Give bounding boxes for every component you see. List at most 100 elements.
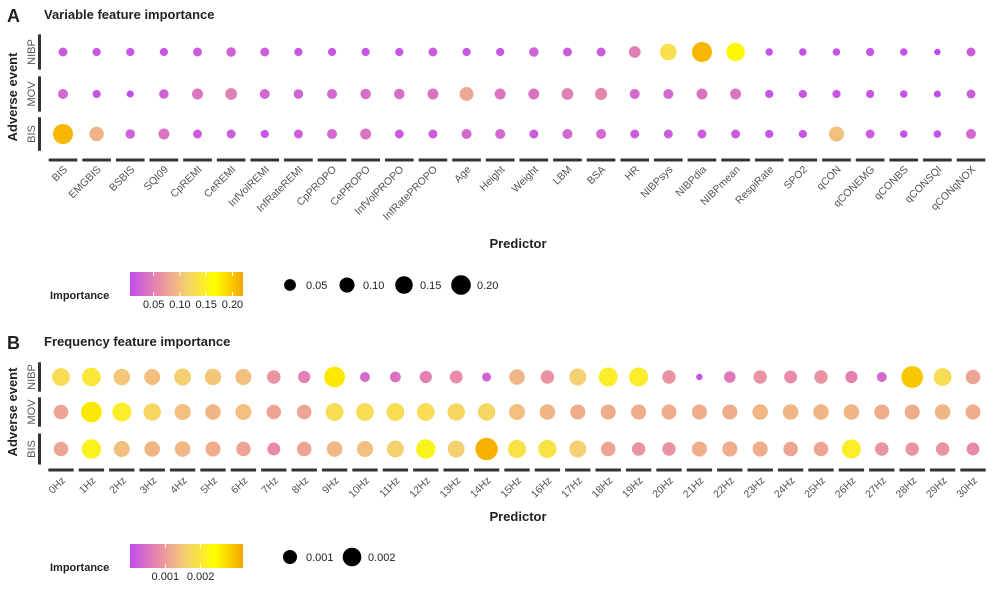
x-strip-segment bbox=[109, 468, 135, 472]
row-strip-bar bbox=[38, 397, 41, 427]
data-point bbox=[447, 440, 465, 458]
x-tick-label: 24Hz bbox=[772, 475, 798, 501]
data-point bbox=[235, 403, 252, 421]
x-tick-label: 9Hz bbox=[320, 475, 342, 497]
data-point bbox=[236, 441, 251, 457]
size-legend-label: 0.10 bbox=[363, 280, 384, 292]
data-point bbox=[226, 47, 236, 57]
data-point bbox=[496, 47, 505, 57]
x-tick-label: EMGBIS bbox=[66, 164, 103, 201]
data-point bbox=[662, 442, 676, 456]
data-point bbox=[225, 88, 238, 100]
data-point bbox=[419, 370, 432, 384]
panel-a-title: Variable feature importance bbox=[44, 7, 215, 22]
data-point bbox=[205, 441, 221, 457]
color-legend-label: 0.001 bbox=[152, 571, 180, 583]
size-legend-point bbox=[284, 279, 296, 291]
size-legend-label: 0.001 bbox=[306, 552, 334, 564]
data-point bbox=[52, 368, 70, 386]
data-point bbox=[193, 129, 202, 139]
data-point bbox=[663, 88, 674, 100]
data-point bbox=[798, 89, 807, 99]
x-strip-segment bbox=[822, 158, 851, 162]
size-legend-point bbox=[451, 275, 471, 295]
data-point bbox=[89, 126, 104, 142]
x-strip-segment bbox=[382, 468, 409, 472]
data-point bbox=[832, 48, 841, 56]
x-strip-segment bbox=[443, 468, 469, 472]
x-strip-segment bbox=[899, 468, 925, 472]
data-point bbox=[158, 128, 170, 140]
data-point bbox=[461, 128, 472, 140]
data-point bbox=[326, 441, 343, 457]
panel-b-plot: NIBP MOV BIS 0Hz 1Hz 2Hz 3Hz 4Hz 5Hz 6Hz 7Hz 8Hz 9Hz… bbox=[26, 362, 986, 500]
color-legend-label: 0.10 bbox=[169, 299, 190, 311]
size-legend-point bbox=[395, 276, 413, 294]
data-point bbox=[204, 368, 222, 386]
data-point bbox=[933, 130, 942, 138]
data-point bbox=[965, 404, 981, 420]
x-tick-label: 27Hz bbox=[863, 475, 889, 501]
row-strip-bar bbox=[38, 117, 41, 151]
data-point bbox=[828, 126, 845, 142]
x-tick-label: 11Hz bbox=[377, 475, 402, 500]
x-tick-label: NIBPsys bbox=[638, 164, 675, 201]
data-point bbox=[661, 404, 677, 420]
data-point bbox=[82, 367, 101, 387]
x-strip-segment bbox=[473, 468, 500, 472]
x-strip-segment bbox=[777, 468, 804, 472]
panel-b-legend: Importance 0.001 0.002 0.001 0.002 bbox=[50, 544, 396, 583]
data-point bbox=[428, 129, 438, 139]
x-strip-segment bbox=[216, 158, 246, 162]
data-point bbox=[596, 128, 607, 140]
data-point bbox=[814, 370, 828, 384]
x-strip-segment bbox=[384, 158, 414, 162]
row-strip-bar bbox=[38, 76, 41, 112]
data-point bbox=[386, 403, 405, 421]
data-point bbox=[899, 48, 908, 56]
x-strip-segment bbox=[200, 468, 226, 472]
row-strip-bar bbox=[38, 433, 41, 465]
size-legend-label: 0.15 bbox=[420, 280, 441, 292]
data-point bbox=[966, 442, 980, 456]
x-tick-label: BSBIS bbox=[107, 164, 137, 194]
data-point bbox=[630, 129, 640, 139]
data-point bbox=[631, 404, 647, 420]
x-tick-label: 26Hz bbox=[833, 475, 859, 501]
x-tick-label: 16Hz bbox=[529, 475, 555, 501]
data-point bbox=[901, 366, 924, 388]
x-strip-segment bbox=[321, 468, 348, 472]
size-legend-label: 0.20 bbox=[477, 280, 498, 292]
data-point bbox=[267, 370, 281, 384]
x-tick-label: SPO2 bbox=[782, 164, 810, 192]
row-label: MOV bbox=[26, 81, 38, 107]
data-point bbox=[876, 372, 887, 382]
x-strip-segment bbox=[721, 158, 750, 162]
data-point bbox=[327, 88, 338, 100]
x-strip-segment bbox=[838, 468, 865, 472]
data-point bbox=[92, 47, 101, 57]
data-point bbox=[934, 48, 941, 56]
data-point bbox=[360, 88, 371, 100]
x-tick-label: Age bbox=[452, 164, 474, 186]
x-strip-segment bbox=[519, 158, 549, 162]
data-point bbox=[192, 88, 204, 100]
data-point bbox=[841, 439, 861, 459]
data-point bbox=[570, 404, 586, 420]
data-point bbox=[691, 404, 707, 420]
x-tick-label: 19Hz bbox=[620, 475, 646, 501]
panel-b-letter: B bbox=[7, 333, 20, 353]
data-point bbox=[662, 370, 676, 384]
x-strip-segment bbox=[595, 468, 621, 472]
x-strip-segment bbox=[565, 468, 591, 472]
x-tick-label: 22Hz bbox=[711, 475, 737, 501]
data-point bbox=[259, 88, 270, 100]
x-strip-segment bbox=[717, 468, 743, 472]
color-legend-label: 0.15 bbox=[195, 299, 216, 311]
data-point bbox=[494, 88, 506, 100]
data-point bbox=[447, 403, 465, 421]
data-point bbox=[765, 89, 774, 99]
data-point bbox=[325, 403, 344, 421]
data-point bbox=[144, 441, 160, 457]
